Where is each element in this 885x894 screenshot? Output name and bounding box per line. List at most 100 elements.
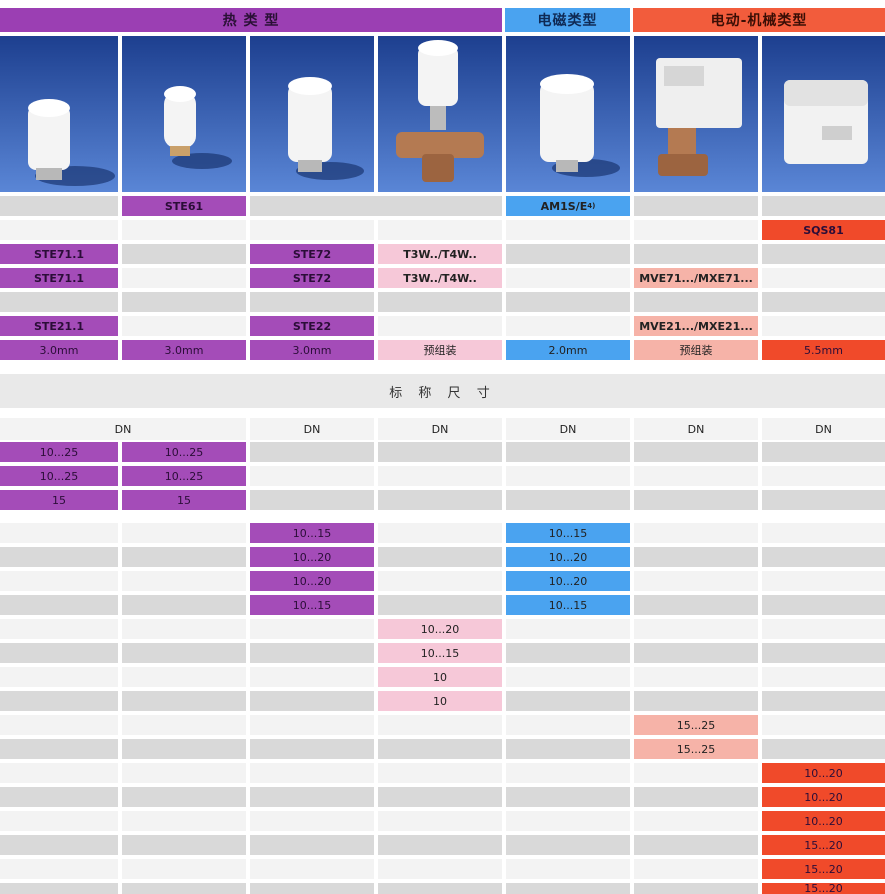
table-cell [762, 196, 885, 216]
table-cell [762, 547, 885, 567]
table-cell [0, 859, 118, 879]
table-cell [0, 691, 118, 711]
dn-value: 10 [378, 667, 502, 687]
table-cell [634, 292, 758, 312]
photo-actuator-tall-white [250, 36, 374, 192]
table-cell [762, 571, 885, 591]
table-cell [634, 196, 758, 216]
photo-solenoid-actuator [506, 36, 630, 192]
table-cell [122, 619, 246, 639]
table-cell [506, 292, 630, 312]
dn-value: 10...15 [250, 523, 374, 543]
table-cell [506, 442, 630, 462]
table-cell [0, 835, 118, 855]
table-cell [250, 619, 374, 639]
table-cell [378, 442, 502, 462]
dn-value: 10...25 [0, 442, 118, 462]
dn-header: DN [250, 418, 374, 440]
table-cell [634, 835, 758, 855]
stroke-cell: 预组装 [634, 340, 758, 360]
dn-value: 10...20 [762, 787, 885, 807]
table-cell [250, 859, 374, 879]
table-cell [122, 811, 246, 831]
table-cell [634, 643, 758, 663]
product-ste22: STE22 [250, 316, 374, 336]
table-cell [250, 787, 374, 807]
table-cell [0, 292, 118, 312]
dn-header: DN [378, 418, 502, 440]
table-cell [634, 883, 758, 894]
table-cell [122, 739, 246, 759]
dn-value: 10...20 [250, 571, 374, 591]
dn-value: 15...20 [762, 859, 885, 879]
stroke-cell: 5.5mm [762, 340, 885, 360]
product-ste21: STE21.1 [0, 316, 118, 336]
product-ste71: STE71.1 [0, 244, 118, 264]
table-cell [506, 220, 630, 240]
table-cell [122, 523, 246, 543]
table-cell [762, 490, 885, 510]
table-cell [122, 691, 246, 711]
dn-value: 10...20 [506, 571, 630, 591]
table-cell [122, 763, 246, 783]
table-cell [250, 883, 374, 894]
table-cell [378, 490, 502, 510]
dn-value: 10...15 [506, 595, 630, 615]
table-cell [378, 571, 502, 591]
table-cell [506, 739, 630, 759]
dn-value: 10...20 [506, 547, 630, 567]
table-cell [122, 643, 246, 663]
table-cell [122, 859, 246, 879]
table-cell [122, 316, 246, 336]
table-cell [0, 883, 118, 894]
dn-value: 10...15 [250, 595, 374, 615]
table-cell [378, 547, 502, 567]
table-cell [506, 835, 630, 855]
dn-value: 10 [378, 691, 502, 711]
product-ste72: STE72 [250, 268, 374, 288]
table-cell [634, 547, 758, 567]
dn-value: 10...20 [378, 619, 502, 639]
table-cell [0, 763, 118, 783]
table-cell [250, 835, 374, 855]
table-cell [506, 763, 630, 783]
table-cell [122, 715, 246, 735]
table-cell [634, 595, 758, 615]
table-cell [634, 571, 758, 591]
table-cell [0, 547, 118, 567]
table-cell [0, 811, 118, 831]
dn-header: DN [634, 418, 758, 440]
dn-value: 15...25 [634, 715, 758, 735]
table-cell [0, 715, 118, 735]
section-title: 标 称 尺 寸 [0, 374, 885, 408]
product-ste72: STE72 [250, 244, 374, 264]
footnote-marker: 4) [587, 202, 596, 210]
table-cell [762, 595, 885, 615]
table-cell [762, 619, 885, 639]
dn-value: 15...20 [762, 883, 885, 894]
table-cell [506, 268, 630, 288]
table-cell [0, 196, 118, 216]
dn-value: 10...25 [0, 466, 118, 486]
product-ste61: STE61 [122, 196, 246, 216]
table-cell [250, 715, 374, 735]
table-cell [122, 547, 246, 567]
table-cell [634, 466, 758, 486]
table-cell [378, 835, 502, 855]
table-cell [122, 667, 246, 687]
table-cell [0, 619, 118, 639]
dn-value: 10...20 [762, 811, 885, 831]
table-cell [762, 691, 885, 711]
table-cell [378, 811, 502, 831]
table-cell [250, 643, 374, 663]
table-cell [506, 691, 630, 711]
table-cell [378, 787, 502, 807]
table-cell [122, 835, 246, 855]
stroke-cell: 3.0mm [122, 340, 246, 360]
table-cell [634, 490, 758, 510]
dn-value: 10...15 [506, 523, 630, 543]
dn-value: 15...20 [762, 835, 885, 855]
table-cell [250, 292, 374, 312]
table-cell [122, 268, 246, 288]
table-cell [634, 811, 758, 831]
